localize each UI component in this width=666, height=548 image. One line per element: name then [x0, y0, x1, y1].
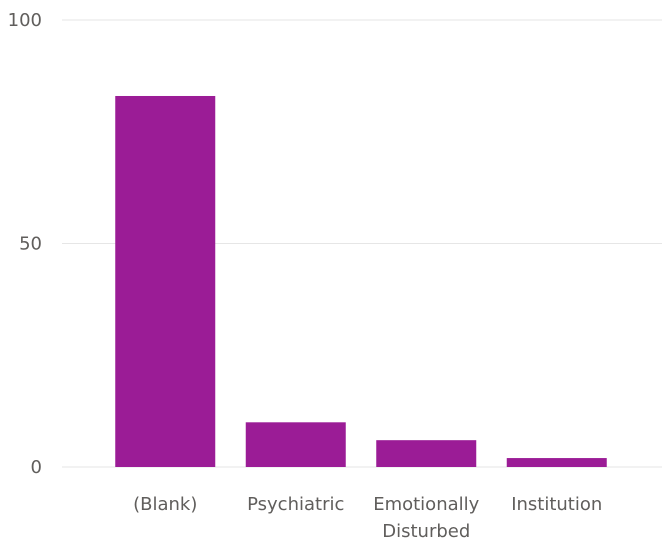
x-category-label-line: (Blank) [133, 494, 197, 515]
x-category-label: Psychiatric [247, 494, 344, 515]
x-category-label-line: Emotionally [373, 494, 479, 515]
bar-2[interactable] [376, 440, 477, 467]
x-category-label-line: Disturbed [382, 521, 470, 542]
x-category-label: (Blank) [133, 494, 197, 515]
bars [115, 95, 607, 468]
x-category-label-line: Institution [511, 494, 602, 515]
x-category-label: Institution [511, 494, 602, 515]
y-tick-label: 50 [19, 234, 42, 255]
x-axis-labels: (Blank) Psychiatric Emotionally Disturbed In… [133, 494, 602, 542]
y-axis-ticks: 0 50 100 [8, 10, 42, 478]
x-category-label-line: Psychiatric [247, 494, 344, 515]
y-tick-label: 0 [31, 457, 42, 478]
bar-3[interactable] [506, 458, 607, 467]
bar-0[interactable] [115, 95, 216, 468]
bar-1[interactable] [245, 422, 346, 467]
y-tick-label: 100 [8, 10, 42, 31]
x-category-label: Emotionally Disturbed [373, 494, 479, 542]
